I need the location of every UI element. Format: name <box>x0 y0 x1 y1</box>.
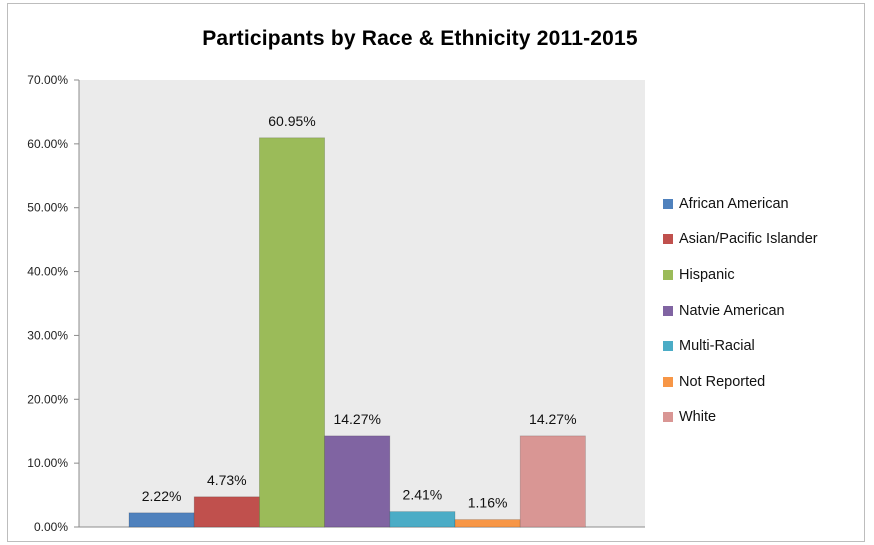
y-tick-label: 60.00% <box>27 137 68 151</box>
legend-label: White <box>679 409 717 426</box>
legend-label: Hispanic <box>679 266 735 283</box>
y-tick-label: 10.00% <box>27 456 68 470</box>
legend-label: Asian/Pacific Islander <box>679 231 818 248</box>
data-label: 14.27% <box>333 411 380 427</box>
bar-african-american <box>128 512 195 528</box>
y-tick-label: 70.00% <box>27 73 68 87</box>
bar-hispanic <box>258 137 325 528</box>
legend-item: African American <box>663 186 818 222</box>
bar-white <box>519 435 586 528</box>
legend-swatch <box>663 412 673 423</box>
legend: African American Asian/Pacific Islander Hi… <box>663 186 818 435</box>
y-tick-label: 30.00% <box>27 328 68 342</box>
bar-multi-racial <box>389 511 456 528</box>
bars <box>128 137 586 528</box>
legend-item: Hispanic <box>663 257 818 293</box>
bar-asian-pacific-islander <box>193 496 260 528</box>
data-label: 1.16% <box>468 495 508 511</box>
legend-label: Multi-Racial <box>679 338 755 355</box>
data-label: 2.41% <box>403 487 443 503</box>
data-label: 4.73% <box>207 472 247 488</box>
y-tick-label: 50.00% <box>27 201 68 215</box>
data-label: 2.22% <box>142 488 182 504</box>
legend-swatch <box>663 198 673 209</box>
y-tick-label: 0.00% <box>34 520 68 534</box>
y-tick-label: 20.00% <box>27 392 68 406</box>
legend-label: Natvie American <box>679 302 785 319</box>
data-labels: 2.22% 4.73% 60.95% 14.27% 2.41% 1.16% 14.27% <box>142 113 577 511</box>
legend-item: Not Reported <box>663 364 818 400</box>
legend-item: White <box>663 400 818 436</box>
bar-not-reported <box>454 519 521 528</box>
legend-item: Multi-Racial <box>663 328 818 364</box>
bar-natvie-american <box>324 435 391 528</box>
legend-swatch <box>663 341 673 352</box>
legend-swatch <box>663 269 673 280</box>
legend-item: Natvie American <box>663 293 818 329</box>
legend-swatch <box>663 376 673 387</box>
chart-title: Participants by Race & Ethnicity 2011-20… <box>202 27 638 50</box>
y-tick-label: 40.00% <box>27 265 68 279</box>
legend-label: Not Reported <box>679 373 766 390</box>
legend-swatch <box>663 234 673 245</box>
legend-label: African American <box>679 195 789 212</box>
data-label: 14.27% <box>529 411 576 427</box>
legend-swatch <box>663 305 673 316</box>
data-label: 60.95% <box>268 113 315 129</box>
legend-item: Asian/Pacific Islander <box>663 222 818 258</box>
